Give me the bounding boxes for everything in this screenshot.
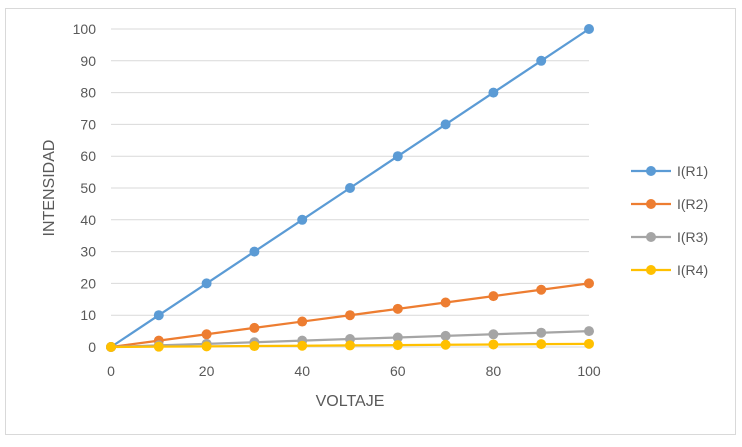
y-tick-label: 0	[88, 339, 96, 355]
y-tick-label: 20	[80, 275, 96, 291]
data-point	[392, 303, 403, 314]
data-point	[297, 214, 308, 225]
legend-label: I(R4)	[677, 262, 708, 278]
data-point	[440, 330, 451, 341]
data-point	[201, 329, 212, 340]
data-point	[297, 316, 308, 327]
data-point	[392, 340, 403, 351]
data-point	[345, 183, 355, 193]
x-tick-label: 60	[390, 363, 406, 379]
data-point	[440, 339, 451, 350]
legend-item: I(R3)	[631, 229, 708, 245]
x-tick-label: 0	[107, 363, 115, 379]
y-tick-label: 60	[80, 148, 96, 164]
y-tick-label: 90	[80, 53, 96, 69]
y-tick-label: 80	[80, 85, 96, 101]
data-point	[584, 338, 594, 349]
y-tick-label: 30	[80, 244, 96, 260]
tick-label-layer: 0 10 20 30 40 50 60 70 80 90 100 0 20 40 60 80 100	[73, 21, 601, 379]
data-point	[249, 246, 260, 257]
legend-item: I(R2)	[631, 196, 708, 212]
data-point	[488, 87, 499, 98]
series-layer	[106, 24, 594, 352]
legend-marker	[646, 166, 656, 176]
data-point	[345, 310, 355, 321]
x-tick-label: 40	[294, 363, 310, 379]
data-point	[488, 329, 499, 340]
data-point	[249, 341, 260, 352]
data-point	[488, 291, 499, 302]
data-point	[440, 297, 451, 308]
y-tick-label: 100	[73, 21, 97, 37]
legend-label: I(R1)	[677, 163, 708, 179]
data-point	[584, 24, 594, 34]
y-axis-title: INTENSIDAD	[41, 140, 58, 237]
data-point	[536, 327, 547, 338]
data-point	[536, 284, 547, 295]
data-point	[536, 339, 547, 350]
data-point	[201, 341, 212, 352]
grid-layer	[111, 28, 589, 316]
data-point	[201, 278, 212, 289]
x-axis-title: VOLTAJE	[316, 393, 385, 410]
x-tick-label: 80	[486, 363, 502, 379]
legend-item: I(R1)	[631, 163, 708, 179]
x-tick-label: 20	[199, 363, 215, 379]
data-point	[153, 310, 164, 321]
legend: I(R1) I(R2) I(R3) I(R4)	[631, 163, 708, 278]
legend-label: I(R2)	[677, 196, 708, 212]
data-point	[536, 55, 547, 66]
legend-item: I(R4)	[631, 262, 708, 278]
y-tick-label: 40	[80, 212, 96, 228]
data-point	[584, 326, 594, 337]
data-point	[392, 332, 403, 343]
data-point	[584, 278, 594, 289]
chart-frame	[5, 8, 736, 435]
x-tick-label: 100	[577, 363, 601, 379]
data-point	[392, 151, 403, 162]
data-point	[488, 339, 499, 350]
data-point	[106, 342, 116, 352]
legend-marker	[646, 265, 656, 275]
data-point	[249, 322, 260, 333]
y-tick-label: 70	[80, 116, 96, 132]
data-point	[345, 340, 355, 351]
data-point	[440, 119, 451, 130]
legend-marker	[646, 199, 656, 209]
legend-marker	[646, 232, 656, 242]
data-point	[297, 340, 308, 351]
y-tick-label: 50	[80, 180, 96, 196]
data-point	[153, 341, 164, 352]
y-tick-label: 10	[80, 307, 96, 323]
legend-label: I(R3)	[677, 229, 708, 245]
